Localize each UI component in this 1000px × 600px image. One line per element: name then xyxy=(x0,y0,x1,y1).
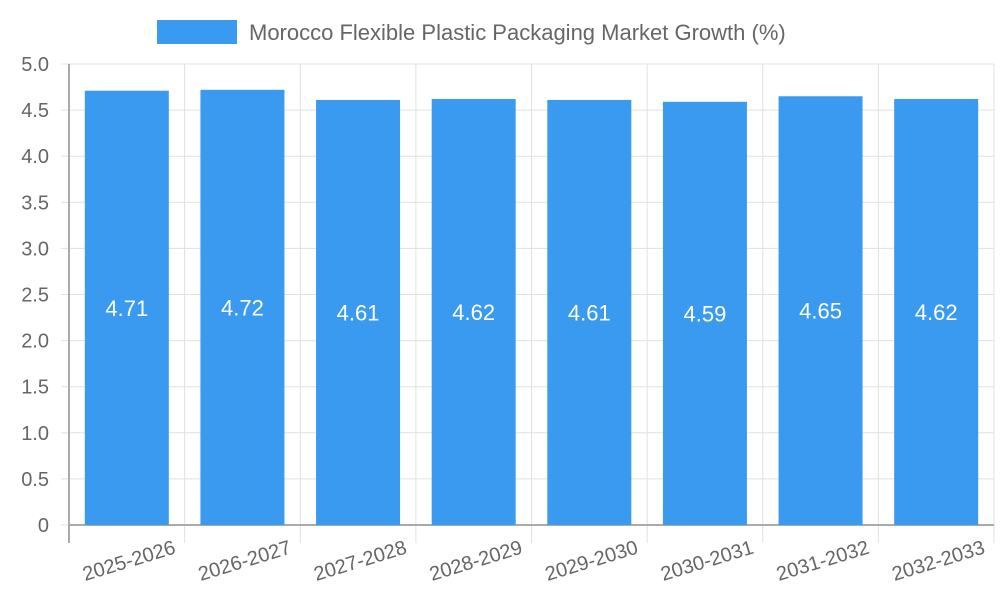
bar-2030-2031[interactable]: 4.59 xyxy=(662,101,747,525)
y-tick-label: 2.0 xyxy=(21,331,49,353)
bar[interactable] xyxy=(431,99,516,525)
y-tick-label: 2.5 xyxy=(21,285,49,307)
bar-value-label: 4.61 xyxy=(568,300,611,325)
legend-label: Morocco Flexible Plastic Packaging Marke… xyxy=(249,20,786,45)
bar[interactable] xyxy=(316,99,401,525)
x-tick-label: 2032-2033 xyxy=(890,537,988,586)
y-tick-label: 4.5 xyxy=(21,100,49,122)
x-tick-label: 2026-2027 xyxy=(196,537,294,586)
bar-value-label: 4.71 xyxy=(105,296,148,321)
bar-2027-2028[interactable]: 4.61 xyxy=(316,99,401,525)
bars: 4.71 4.72 4.61 4.62 4.61 4.59 4.65 4.62 xyxy=(84,89,979,526)
y-tick-label: 4.0 xyxy=(21,146,49,168)
bar-2031-2032[interactable]: 4.65 xyxy=(778,96,863,526)
y-tick-label: 1.5 xyxy=(21,377,49,399)
bar[interactable] xyxy=(200,89,285,525)
y-tick-label: 1.0 xyxy=(21,423,49,445)
x-tick-label: 2027-2028 xyxy=(311,537,409,586)
bar-value-label: 4.65 xyxy=(799,299,842,324)
bar-value-label: 4.62 xyxy=(452,300,495,325)
x-axis: 2025-2026 2026-2027 2027-2028 2028-2029 2029… xyxy=(80,537,987,586)
y-tick-label: 0 xyxy=(38,515,49,537)
bar-value-label: 4.62 xyxy=(915,300,958,325)
bar-2025-2026[interactable]: 4.71 xyxy=(84,90,169,525)
bar[interactable] xyxy=(662,101,747,525)
bar-value-label: 4.72 xyxy=(221,295,264,320)
bar-2028-2029[interactable]: 4.62 xyxy=(431,99,516,525)
y-tick-label: 5.0 xyxy=(21,54,49,76)
bar[interactable] xyxy=(547,99,632,525)
y-axis: 0 0.5 1.0 1.5 2.0 2.5 3.0 3.5 4.0 4.5 5.0 xyxy=(21,54,49,537)
x-tick-label: 2031-2032 xyxy=(774,537,872,586)
legend-swatch xyxy=(157,20,237,44)
bar[interactable] xyxy=(778,96,863,526)
x-tick-label: 2028-2029 xyxy=(427,537,525,586)
bar-2026-2027[interactable]: 4.72 xyxy=(200,89,285,525)
y-tick-label: 3.5 xyxy=(21,192,49,214)
bar[interactable] xyxy=(894,99,979,525)
x-tick-label: 2030-2031 xyxy=(658,537,756,586)
bar-value-label: 4.59 xyxy=(684,301,727,326)
bar-2032-2033[interactable]: 4.62 xyxy=(894,99,979,525)
bar-value-label: 4.61 xyxy=(337,300,380,325)
x-tick-label: 2025-2026 xyxy=(80,537,178,586)
legend[interactable]: Morocco Flexible Plastic Packaging Marke… xyxy=(157,20,786,45)
bar[interactable] xyxy=(84,90,169,525)
x-tick-label: 2029-2030 xyxy=(543,537,641,586)
y-tick-label: 3.0 xyxy=(21,238,49,260)
bar-2029-2030[interactable]: 4.61 xyxy=(547,99,632,525)
y-tick-label: 0.5 xyxy=(21,469,49,491)
